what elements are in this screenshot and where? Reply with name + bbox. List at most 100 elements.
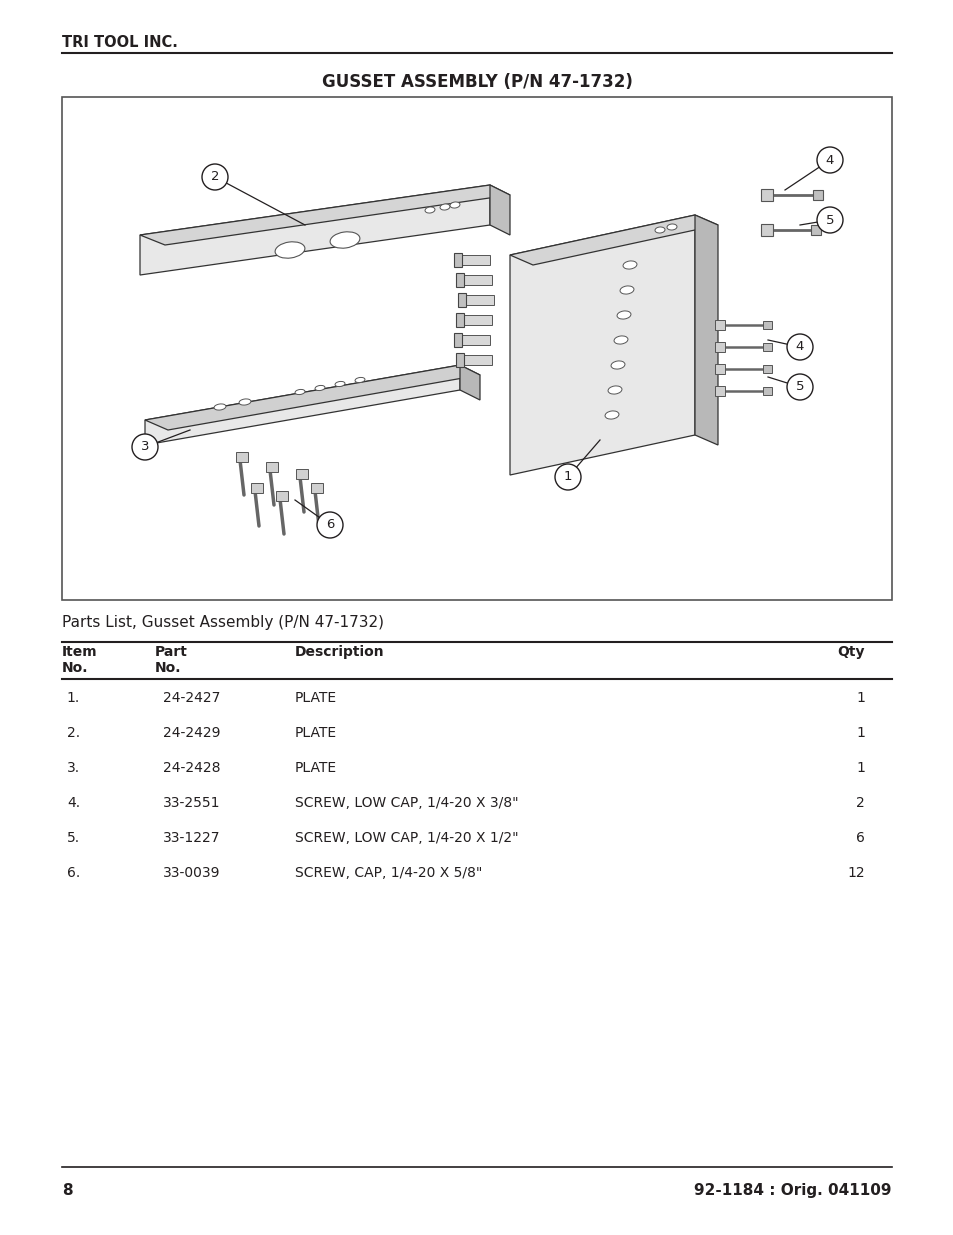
FancyBboxPatch shape [456,312,463,327]
Polygon shape [145,366,459,445]
FancyBboxPatch shape [762,343,771,351]
Text: SCREW, LOW CAP, 1/4-20 X 1/2": SCREW, LOW CAP, 1/4-20 X 1/2" [294,831,518,845]
Text: SCREW, CAP, 1/4-20 X 5/8": SCREW, CAP, 1/4-20 X 5/8" [294,866,482,881]
Text: 6: 6 [855,831,864,845]
Ellipse shape [619,287,634,294]
Ellipse shape [213,404,226,410]
Ellipse shape [314,385,325,390]
FancyBboxPatch shape [714,364,724,374]
Text: 3: 3 [141,441,149,453]
Text: TRI TOOL INC.: TRI TOOL INC. [62,35,177,49]
Text: PLATE: PLATE [294,692,336,705]
FancyBboxPatch shape [463,315,492,325]
FancyBboxPatch shape [266,462,277,472]
Ellipse shape [622,261,637,269]
Text: 4: 4 [825,153,833,167]
Ellipse shape [335,382,345,387]
FancyBboxPatch shape [456,353,463,367]
FancyBboxPatch shape [760,189,772,201]
Text: Qty: Qty [837,645,864,659]
FancyBboxPatch shape [714,342,724,352]
Text: 6.: 6. [67,866,80,881]
Polygon shape [140,185,490,275]
Text: 92-1184 : Orig. 041109: 92-1184 : Orig. 041109 [694,1183,891,1198]
Text: 24-2428: 24-2428 [163,761,220,776]
Text: 5: 5 [825,214,833,226]
Text: Part
No.: Part No. [154,645,188,676]
Ellipse shape [239,399,251,405]
Polygon shape [490,185,510,235]
Text: 1: 1 [855,726,864,740]
FancyBboxPatch shape [275,492,288,501]
Ellipse shape [614,336,627,345]
FancyBboxPatch shape [760,224,772,236]
Ellipse shape [617,311,630,319]
FancyBboxPatch shape [461,254,490,266]
FancyBboxPatch shape [714,387,724,396]
FancyBboxPatch shape [295,469,308,479]
FancyBboxPatch shape [465,295,494,305]
Text: 33-2551: 33-2551 [163,797,220,810]
Text: PLATE: PLATE [294,761,336,776]
Polygon shape [140,185,510,245]
Circle shape [202,164,228,190]
FancyBboxPatch shape [762,366,771,373]
FancyBboxPatch shape [714,320,724,330]
Text: GUSSET ASSEMBLY (P/N 47-1732): GUSSET ASSEMBLY (P/N 47-1732) [321,73,632,91]
Bar [62,98,891,600]
FancyBboxPatch shape [762,387,771,395]
Ellipse shape [355,378,365,383]
FancyBboxPatch shape [235,452,248,462]
Text: 3.: 3. [67,761,80,776]
Text: 1.: 1. [67,692,80,705]
FancyBboxPatch shape [251,483,263,493]
FancyBboxPatch shape [457,293,465,308]
FancyBboxPatch shape [463,354,492,366]
Polygon shape [145,366,479,430]
Text: Parts List, Gusset Assembly (P/N 47-1732): Parts List, Gusset Assembly (P/N 47-1732… [62,615,384,630]
FancyBboxPatch shape [454,333,461,347]
Text: 5: 5 [795,380,803,394]
Ellipse shape [655,227,664,233]
FancyBboxPatch shape [311,483,323,493]
Circle shape [816,147,842,173]
Text: 12: 12 [846,866,864,881]
Text: 2.: 2. [67,726,80,740]
Polygon shape [510,215,695,475]
Circle shape [316,513,343,538]
Text: 24-2429: 24-2429 [163,726,220,740]
Ellipse shape [439,204,450,210]
Ellipse shape [607,385,621,394]
Ellipse shape [425,207,435,214]
Polygon shape [510,215,718,266]
Text: 4: 4 [795,341,803,353]
Polygon shape [695,215,718,445]
Ellipse shape [611,361,624,369]
FancyBboxPatch shape [454,253,461,267]
FancyBboxPatch shape [461,335,490,345]
Text: Description: Description [294,645,384,659]
Text: 1: 1 [855,692,864,705]
Text: 33-1227: 33-1227 [163,831,220,845]
Circle shape [555,464,580,490]
Ellipse shape [274,242,305,258]
FancyBboxPatch shape [762,321,771,329]
FancyBboxPatch shape [463,275,492,285]
Text: 6: 6 [326,519,334,531]
Ellipse shape [666,224,677,230]
Text: SCREW, LOW CAP, 1/4-20 X 3/8": SCREW, LOW CAP, 1/4-20 X 3/8" [294,797,518,810]
Text: 8: 8 [62,1183,72,1198]
Circle shape [786,374,812,400]
Ellipse shape [450,203,459,207]
Text: 24-2427: 24-2427 [163,692,220,705]
Text: 2: 2 [856,797,864,810]
Polygon shape [459,366,479,400]
Text: 33-0039: 33-0039 [163,866,220,881]
FancyBboxPatch shape [810,225,821,235]
FancyBboxPatch shape [456,273,463,287]
Circle shape [786,333,812,359]
Ellipse shape [604,411,618,419]
Text: 1: 1 [855,761,864,776]
Ellipse shape [294,389,305,394]
Circle shape [816,207,842,233]
